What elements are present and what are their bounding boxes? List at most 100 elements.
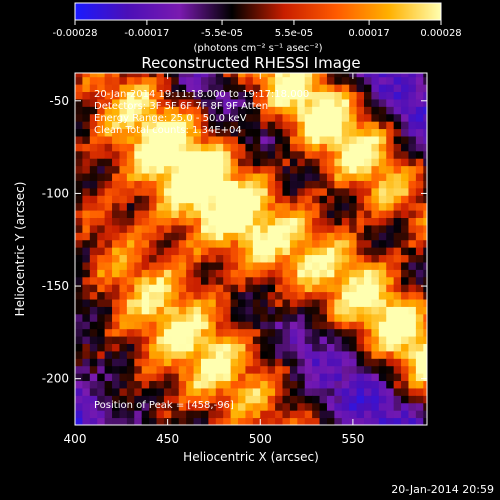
heatmap-cell [356,269,365,278]
heatmap-cell [282,306,291,315]
heatmap-cell [193,358,202,367]
heatmap-cell [104,321,113,330]
heatmap-cell [97,343,106,352]
heatmap-cell [126,350,135,359]
heatmap-cell [334,276,343,285]
heatmap-cell [156,135,165,144]
heatmap-cell [408,387,417,396]
heatmap-cell [386,269,395,278]
heatmap-cell [215,336,224,344]
heatmap-cell [193,291,202,300]
heatmap-cell [289,217,298,226]
heatmap-cell [245,284,254,293]
heatmap-cell [171,410,180,419]
heatmap-cell [297,402,306,411]
heatmap-cell [230,328,239,337]
heatmap-cell [97,84,106,93]
heatmap-cell [200,321,209,330]
heatmap-cell [334,336,343,344]
heatmap-cell [260,91,269,100]
heatmap-cell [349,224,358,233]
heatmap-cell [408,328,417,337]
heatmap-cell [171,276,180,285]
heatmap-cell [386,232,395,241]
heatmap-cell [252,313,261,322]
heatmap-cell [349,350,358,359]
heatmap-cell [334,158,343,167]
heatmap-cell [215,328,224,337]
heatmap-cell [178,291,187,300]
heatmap-cell [393,336,402,344]
heatmap-cell [356,343,365,352]
heatmap-cell [163,410,172,419]
heatmap-cell [134,299,143,307]
heatmap-cell [401,187,409,196]
heatmap-cell [408,395,417,404]
heatmap-cell [104,158,113,167]
heatmap-cell [208,254,217,263]
heatmap-cell [119,98,128,107]
heatmap-cell [282,195,291,204]
heatmap-cell [408,150,417,159]
heatmap-cell [393,284,402,293]
heatmap-cell [289,321,298,330]
heatmap-cell [401,291,409,300]
heatmap-cell [82,261,91,270]
heatmap-cell [97,365,106,374]
heatmap-cell [156,395,165,404]
heatmap-cell [289,106,298,115]
heatmap-cell [75,180,83,189]
heatmap-cell [149,269,158,278]
heatmap-cell [349,261,358,270]
heatmap-cell [378,143,387,152]
heatmap-cell [75,76,83,85]
heatmap-cell [304,98,313,107]
heatmap-cell [238,121,246,130]
heatmap-cell [341,402,350,411]
heatmap-cell [89,232,98,241]
heatmap-cell [252,239,261,248]
heatmap-cell [252,91,261,100]
heatmap-cell [126,84,135,93]
heatmap-cell [200,84,209,93]
heatmap-cell [297,150,306,159]
heatmap-cell [304,158,313,167]
heatmap-cell [282,106,291,115]
heatmap-cell [319,350,328,359]
heatmap-cell [349,358,358,367]
heatmap-cell [415,402,424,411]
heatmap-cell [178,173,187,181]
heatmap-cell [408,143,417,152]
heatmap-cell [356,321,365,330]
heatmap-cell [89,91,98,100]
heatmap-cell [156,343,165,352]
heatmap-cell [282,232,291,241]
heatmap-cell [252,410,261,419]
heatmap-cell [134,291,143,300]
heatmap-cell [171,91,180,100]
heatmap-cell [371,239,380,248]
heatmap-cell [230,417,239,425]
heatmap-cell [126,358,135,367]
heatmap-cell [119,195,128,204]
heatmap-cell [386,76,395,85]
heatmap-cell [378,306,387,315]
heatmap-cell [275,284,283,293]
heatmap-cell [312,358,321,367]
heatmap-cell [223,91,232,100]
heatmap-cell [364,165,372,174]
heatmap-cell [297,380,306,389]
heatmap-cell [386,73,395,78]
heatmap-cell [208,321,217,330]
heatmap-cell [134,321,143,330]
heatmap-cell [319,269,328,278]
heatmap-cell [112,84,120,93]
heatmap-cell [89,158,98,167]
heatmap-cell [415,410,424,419]
heatmap-cell [415,91,424,100]
heatmap-cell [304,343,313,352]
heatmap-cell [230,76,239,85]
heatmap-cell [89,313,98,322]
heatmap-cell [297,321,306,330]
heatmap-cell [223,343,232,352]
